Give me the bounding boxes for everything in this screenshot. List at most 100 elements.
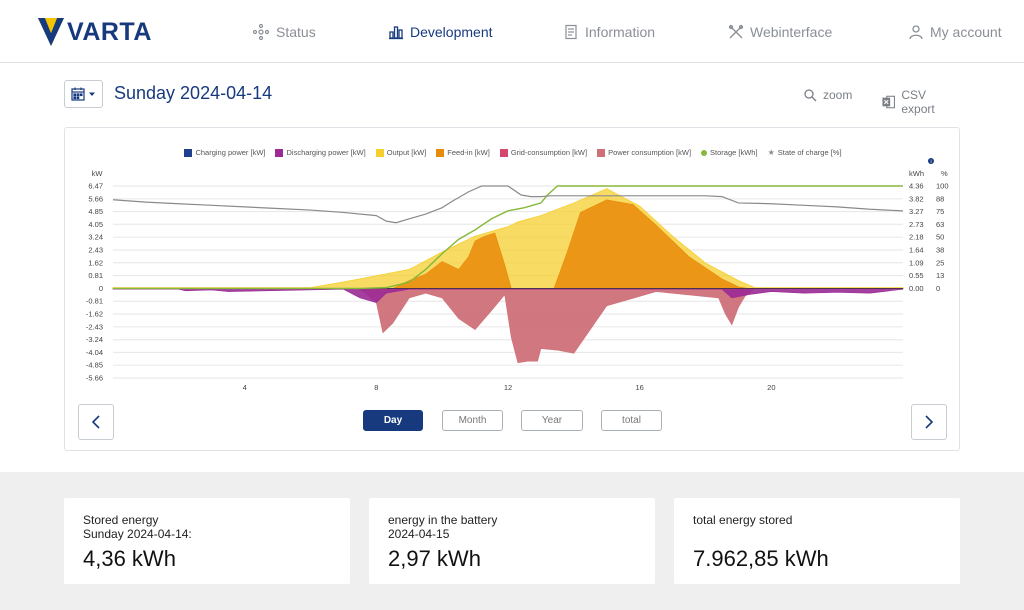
right-pct-tick-label: 0 [936, 284, 940, 293]
legend-label: Output [kW] [386, 148, 427, 157]
legend-swatch [597, 148, 606, 157]
period-total-button[interactable]: total [601, 410, 662, 431]
state-of-charge-line [112, 185, 904, 224]
nav-development-label: Development [410, 24, 493, 40]
nav-my-account[interactable]: My account [908, 20, 1002, 44]
legend-item[interactable]: Discharging power [kW] [275, 148, 366, 157]
legend-item[interactable]: Storage [kWh] [701, 148, 758, 157]
legend-item[interactable]: Feed-in [kW] [436, 148, 490, 157]
nav-information-label: Information [585, 24, 656, 40]
legend-item[interactable]: Output [kW] [375, 148, 427, 157]
varta-logo-mark-icon [38, 18, 64, 46]
chevron-right-icon [925, 415, 934, 429]
battery-energy-card: energy in the battery 2024-04-15 2,97 kW… [369, 498, 655, 584]
left-axis-unit: kW [92, 169, 104, 178]
right-kwh-tick-label: 1.09 [909, 258, 924, 267]
legend-item[interactable]: ★ State of charge [%] [768, 148, 842, 157]
right-pct-tick-label: 50 [936, 233, 944, 242]
right-pct-tick-label: 63 [936, 220, 944, 229]
info-icon-glyph: i [930, 159, 931, 165]
legend-swatch: ★ [767, 147, 775, 157]
legend-label: Power consumption [kW] [608, 148, 692, 157]
right-kwh-tick-label: 3.82 [909, 194, 924, 203]
legend-swatch [701, 149, 708, 156]
legend-item[interactable]: Power consumption [kW] [597, 148, 691, 157]
nav-my-account-label: My account [930, 24, 1002, 40]
legend-label: Discharging power [kW] [286, 148, 366, 157]
total-energy-label: total energy stored [693, 513, 792, 527]
y-tick-label: 6.47 [88, 182, 103, 191]
top-navigation-bar: VARTA Status Development Information Web… [0, 0, 1024, 63]
nav-information[interactable]: Information [563, 20, 655, 44]
right-kwh-tick-label: 2.18 [909, 233, 924, 242]
right-kwh-tick-label: 0.00 [909, 284, 924, 293]
nav-development[interactable]: Development [388, 20, 493, 44]
status-icon [252, 23, 270, 41]
right-pct-tick-label: 13 [936, 271, 944, 280]
y-tick-label: 4.85 [88, 207, 103, 216]
y-tick-label: -4.85 [86, 361, 103, 370]
y-tick-label: -2.43 [86, 322, 103, 331]
csv-export-label: CSV export [901, 88, 935, 116]
period-month-button[interactable]: Month [442, 410, 503, 431]
stored-energy-label: Stored energy Sunday 2024-04-14: [83, 513, 192, 541]
right-pct-tick-label: 75 [936, 207, 944, 216]
zoom-label: zoom [823, 88, 853, 102]
caret-down-icon [89, 92, 95, 96]
legend-swatch [375, 148, 384, 157]
excel-file-icon [882, 95, 895, 109]
stored-energy-date: Sunday 2024-04-14: [83, 527, 192, 541]
storage-line [113, 185, 903, 290]
legend-swatch [436, 148, 445, 157]
nav-webinterface[interactable]: Webinterface [728, 20, 832, 44]
right-kwh-tick-label: 2.73 [909, 220, 924, 229]
previous-day-button[interactable] [78, 404, 114, 440]
right-kwh-tick-label: 0.55 [909, 271, 924, 280]
right-pct-tick-label: 38 [936, 245, 944, 254]
x-tick-label: 20 [767, 383, 775, 392]
legend-swatch [184, 148, 193, 157]
tools-icon [728, 24, 744, 39]
energy-chart: 6.47 5.66 4.85 4.05 3.24 2.43 1.62 0.81 0 -0.81 -1… [86, 158, 949, 392]
right-kwh-tick-label: 3.27 [909, 207, 924, 216]
stored-energy-title: Stored energy [83, 513, 159, 527]
varta-logo[interactable]: VARTA [38, 17, 152, 47]
next-day-button[interactable] [911, 404, 947, 440]
search-icon [804, 88, 817, 101]
csv-export-button[interactable]: CSV export [882, 88, 960, 116]
calendar-icon [71, 87, 85, 101]
bar-chart-icon [389, 26, 403, 40]
y-tick-label: 0 [99, 284, 103, 293]
y-tick-label: -5.66 [86, 374, 103, 383]
legend-label: State of charge [%] [777, 148, 842, 157]
power-consumption-area [113, 288, 903, 364]
legend-swatch [499, 148, 508, 157]
legend-label: Feed-in [kW] [447, 148, 490, 157]
total-energy-value: 7.962,85 kWh [693, 546, 829, 571]
zoom-button[interactable]: zoom [804, 88, 852, 102]
stored-energy-card: Stored energy Sunday 2024-04-14: 4,36 kW… [64, 498, 350, 584]
battery-energy-title: energy in the battery [388, 513, 498, 527]
x-tick-label: 8 [374, 383, 378, 392]
y-tick-label: 2.43 [88, 245, 103, 254]
legend-swatch [275, 148, 284, 157]
period-day-button[interactable]: Day [363, 410, 423, 431]
y-tick-label: 1.62 [88, 258, 103, 267]
period-year-button[interactable]: Year [521, 410, 583, 431]
document-icon [565, 24, 577, 40]
legend-item[interactable]: Charging power [kW] [184, 148, 265, 157]
brand-name: VARTA [67, 17, 152, 46]
right-kwh-tick-label: 1.64 [909, 245, 924, 254]
right-axis-unit-kwh: kWh [909, 169, 924, 178]
battery-energy-value: 2,97 kWh [388, 546, 481, 571]
legend-label: Storage [kWh] [710, 148, 758, 157]
nav-status[interactable]: Status [252, 20, 316, 44]
x-tick-label: 16 [635, 383, 643, 392]
chart-legend: Charging power [kW] Discharging power [kW… [65, 148, 961, 157]
legend-item[interactable]: Grid-consumption [kW] [499, 148, 587, 157]
selected-date-title: Sunday 2024-04-14 [114, 83, 273, 103]
total-energy-title: total energy stored [693, 513, 793, 527]
calendar-dropdown-button[interactable] [64, 80, 103, 108]
x-tick-label: 4 [243, 383, 247, 392]
y-tick-label: -0.81 [86, 297, 103, 306]
